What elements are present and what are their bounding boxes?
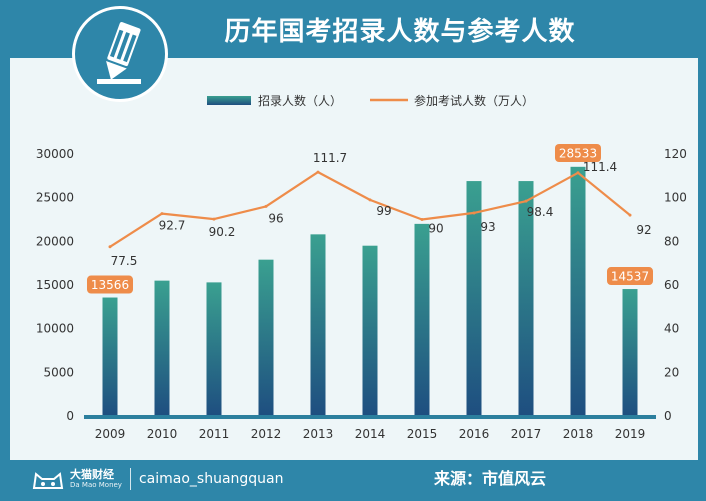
line-point — [264, 204, 268, 208]
brand-text: 大猫财经 Da Mao Money — [66, 467, 122, 490]
x-tick-label: 2018 — [563, 427, 594, 441]
y-left-tick-label: 10000 — [36, 322, 74, 336]
x-axis-line — [84, 415, 656, 419]
pencil-icon — [97, 22, 141, 84]
combo-chart: 招录人数（人） 参加考试人数（万人） 0 5000 10000 15000 20000 25… — [36, 93, 687, 441]
line-data-label: 90 — [428, 222, 443, 236]
legend-swatch-bars — [207, 96, 251, 105]
line-data-label: 111.4 — [583, 160, 617, 174]
left-y-axis: 0 5000 10000 15000 20000 25000 30000 — [36, 147, 74, 423]
y-left-tick-label: 30000 — [36, 147, 74, 161]
line-point — [576, 171, 580, 175]
line-data-label: 92 — [636, 223, 651, 237]
line-data-label: 77.5 — [111, 254, 138, 268]
line-data-label: 98.4 — [527, 205, 554, 219]
cat-logo-icon — [32, 472, 64, 489]
x-tick-label: 2016 — [459, 427, 490, 441]
legend-label-line: 参加考试人数（万人） — [414, 93, 534, 108]
bar-value-badge — [87, 275, 133, 294]
social-handle: caimao_shuangquan — [138, 471, 284, 487]
bar — [362, 245, 378, 416]
x-tick-label: 2015 — [407, 427, 438, 441]
brand-subtitle: Da Mao Money — [70, 480, 122, 489]
line-series: 77.5 92.7 90.2 96 111.7 99 90 93 98.4 111.4 92 — [108, 151, 652, 268]
line-point — [368, 198, 372, 202]
line-point — [212, 217, 216, 221]
source-note: 来源：市值风云 — [434, 469, 547, 488]
y-right-tick-label: 0 — [664, 409, 672, 423]
line-data-label: 90.2 — [209, 225, 236, 239]
y-left-tick-label: 15000 — [36, 278, 74, 292]
line-data-label: 111.7 — [313, 151, 347, 165]
footer-divider — [129, 468, 131, 490]
y-right-tick-label: 120 — [664, 147, 687, 161]
bar — [102, 297, 118, 416]
y-right-tick-label: 40 — [664, 322, 679, 336]
legend-label-bars: 招录人数（人） — [258, 93, 342, 108]
y-left-tick-label: 0 — [66, 409, 74, 423]
bar — [466, 181, 482, 416]
line-data-label: 99 — [376, 204, 391, 218]
bar — [518, 181, 534, 416]
y-right-tick-label: 20 — [664, 365, 679, 379]
y-right-tick-label: 100 — [664, 191, 687, 205]
bar — [414, 223, 430, 416]
y-right-tick-label: 80 — [664, 234, 679, 248]
x-axis-labels: 2009 2010 2011 2012 2013 2014 2015 2016 2017 2018… — [95, 427, 646, 441]
line-point — [420, 218, 424, 221]
x-tick-label: 2009 — [95, 427, 126, 441]
y-left-tick-label: 5000 — [43, 365, 74, 379]
line-data-label: 92.7 — [159, 219, 186, 233]
line-data-label: 96 — [268, 211, 283, 225]
bar-value-badge — [555, 144, 601, 162]
chart-legend: 招录人数（人） 参加考试人数（万人） — [207, 93, 534, 108]
bar — [622, 289, 638, 416]
chart-panel: 招录人数（人） 参加考试人数（万人） 0 5000 10000 15000 20000 25… — [10, 58, 698, 460]
right-y-axis: 0 20 40 60 80 100 120 — [664, 147, 687, 423]
bar — [310, 234, 326, 416]
line-point — [108, 245, 112, 249]
y-left-tick-label: 25000 — [36, 191, 74, 205]
bar-value-label: 13566 — [91, 278, 129, 292]
line-data-label: 93 — [480, 220, 495, 234]
x-tick-label: 2012 — [251, 427, 282, 441]
bar-value-label: 14537 — [611, 270, 649, 284]
chart-title: 历年国考招录人数与参考人数 — [224, 17, 576, 47]
y-left-tick-label: 20000 — [36, 234, 74, 248]
bar — [154, 280, 170, 416]
line-point — [316, 170, 320, 174]
bar-value-label: 28533 — [559, 147, 597, 161]
line-point — [160, 212, 164, 216]
x-axis-baseline — [84, 415, 656, 419]
x-tick-label: 2013 — [303, 427, 334, 441]
line-point — [472, 211, 476, 215]
x-tick-label: 2019 — [615, 427, 646, 441]
y-right-tick-label: 60 — [664, 278, 679, 292]
x-tick-label: 2010 — [147, 427, 178, 441]
brand-name: 大猫财经 — [70, 467, 114, 481]
x-tick-label: 2017 — [511, 427, 542, 441]
bar — [206, 282, 222, 416]
pencil-badge — [72, 6, 168, 102]
bar — [570, 166, 586, 416]
x-tick-label: 2011 — [199, 427, 230, 441]
bar-value-badge — [607, 267, 653, 286]
footer-brand: 大猫财经 Da Mao Money caimao_shuangquan — [30, 464, 284, 494]
bar-series: 13566 28533 14537 — [87, 144, 653, 416]
bar — [258, 259, 274, 416]
x-tick-label: 2014 — [355, 427, 386, 441]
line-point — [524, 199, 528, 203]
line-point — [628, 213, 632, 217]
